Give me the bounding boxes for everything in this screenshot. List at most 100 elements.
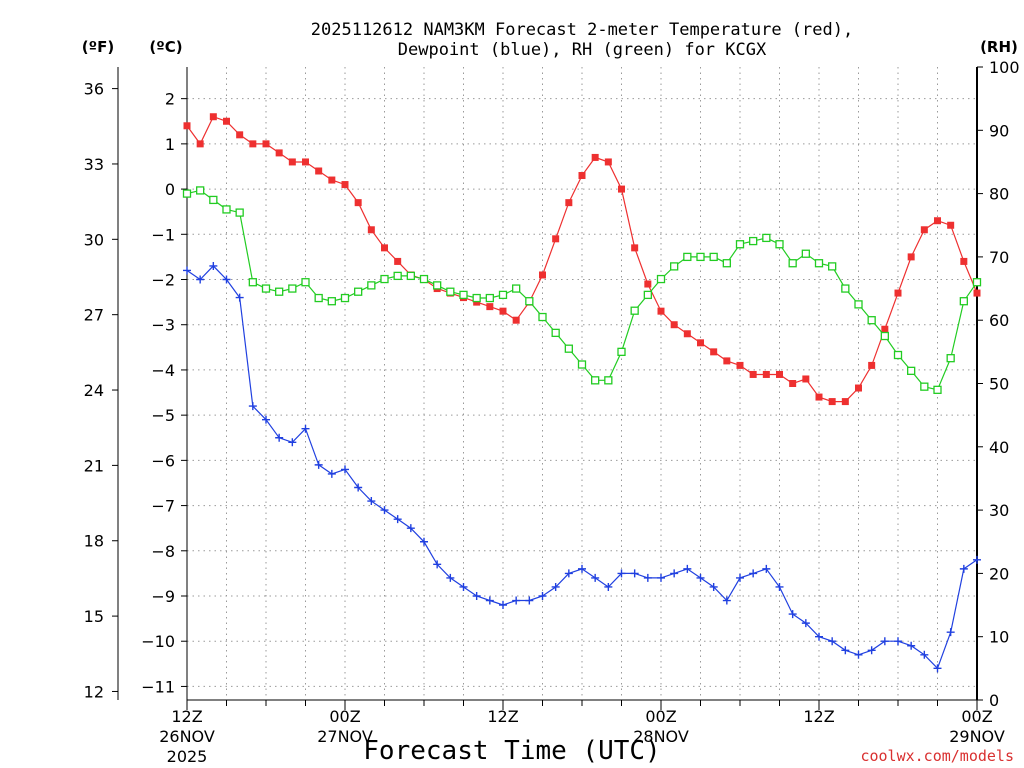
point-rh [591, 376, 600, 385]
celsius-tick-label: 0 [165, 180, 175, 199]
point-2-meter-temperature [828, 398, 836, 406]
point-2-meter-temperature [302, 158, 309, 166]
point-dewpoint [564, 569, 573, 578]
point-2-meter-temperature [631, 244, 639, 252]
point-rh [209, 195, 218, 205]
rh-tick-label: 70 [989, 248, 1009, 267]
point-2-meter-temperature [736, 361, 744, 369]
point-rh [275, 287, 284, 296]
point-2-meter-temperature [947, 221, 955, 229]
point-dewpoint [459, 582, 468, 591]
point-dewpoint [933, 664, 942, 673]
rh-tick-label: 50 [989, 375, 1009, 394]
point-dewpoint [657, 573, 665, 582]
point-2-meter-temperature [499, 307, 507, 315]
x-tick-label: 00Z [961, 707, 992, 726]
point-rh [551, 328, 560, 338]
point-2-meter-temperature [486, 303, 494, 311]
chart-title-line-2: Dewpoint (blue), RH (green) for KCGX [398, 40, 767, 60]
point-rh [301, 278, 310, 287]
point-rh [446, 287, 455, 296]
x-tick-label: 12Z [171, 707, 202, 726]
point-rh [367, 281, 376, 290]
point-dewpoint [973, 555, 981, 564]
point-2-meter-temperature [394, 257, 402, 265]
point-2-meter-temperature [881, 325, 889, 333]
point-dewpoint [788, 610, 797, 619]
fahrenheit-tick-label: 27 [84, 306, 104, 325]
point-rh [762, 233, 771, 243]
series-dewpoint [183, 261, 981, 673]
point-2-meter-temperature [367, 226, 375, 234]
celsius-tick-label: −1 [151, 225, 175, 244]
point-rh [630, 306, 639, 315]
celsius-tick-label: 1 [165, 135, 175, 154]
rh-tick-label: 100 [989, 58, 1020, 77]
point-dewpoint [709, 582, 718, 591]
point-dewpoint [262, 415, 270, 424]
celsius-tick-label: −11 [141, 677, 175, 696]
point-dewpoint [354, 483, 363, 492]
celsius-tick-label: −2 [151, 271, 175, 290]
point-2-meter-temperature [591, 153, 599, 161]
point-rh [801, 249, 810, 258]
point-dewpoint [183, 266, 191, 275]
point-2-meter-temperature [604, 158, 612, 166]
point-2-meter-temperature [973, 289, 981, 297]
point-2-meter-temperature [697, 339, 704, 347]
point-dewpoint [420, 537, 428, 546]
point-dewpoint [722, 596, 731, 605]
point-rh [288, 284, 297, 293]
point-2-meter-temperature [288, 158, 296, 166]
point-2-meter-temperature [249, 140, 257, 148]
point-rh [867, 316, 876, 325]
point-dewpoint [314, 460, 323, 469]
rh-tick-label: 20 [989, 564, 1009, 583]
point-rh [933, 385, 942, 394]
rh-tick-label: 90 [989, 121, 1009, 140]
point-2-meter-temperature [539, 271, 546, 279]
fahrenheit-tick-label: 24 [84, 381, 104, 400]
point-dewpoint [512, 596, 521, 605]
point-dewpoint [880, 637, 889, 646]
celsius-tick-label: −10 [141, 632, 175, 651]
point-dewpoint [525, 596, 534, 605]
point-2-meter-temperature [512, 316, 520, 324]
point-dewpoint [894, 637, 902, 646]
point-2-meter-temperature [565, 199, 573, 207]
point-dewpoint [222, 275, 231, 284]
x-tick-label: 2025 [167, 747, 208, 766]
point-2-meter-temperature [657, 307, 665, 315]
point-rh [340, 293, 350, 303]
point-dewpoint [775, 582, 784, 591]
point-dewpoint [946, 628, 955, 637]
point-2-meter-temperature [341, 181, 349, 189]
point-2-meter-temperature [683, 330, 691, 338]
point-rh [498, 290, 508, 300]
point-2-meter-temperature [315, 167, 323, 175]
celsius-tick-label: −3 [151, 316, 175, 335]
fahrenheit-tick-label: 21 [84, 456, 104, 475]
point-dewpoint [301, 424, 310, 433]
point-dewpoint [643, 573, 652, 582]
rh-tick-label: 10 [989, 628, 1009, 647]
point-2-meter-temperature [749, 370, 757, 378]
point-rh [222, 205, 231, 214]
x-tick-label: 27NOV [317, 727, 373, 746]
point-dewpoint [446, 573, 455, 582]
point-rh [841, 284, 850, 293]
point-rh [406, 271, 415, 281]
point-rh [617, 347, 626, 357]
point-2-meter-temperature [552, 235, 560, 243]
x-tick-label: 00Z [329, 707, 360, 726]
rh-tick-label: 30 [989, 501, 1009, 520]
point-rh [472, 293, 481, 303]
point-rh [656, 274, 666, 284]
point-rh [577, 360, 587, 369]
point-2-meter-temperature [815, 393, 823, 401]
point-dewpoint [841, 646, 850, 655]
point-rh [512, 284, 521, 293]
point-dewpoint [696, 573, 705, 582]
point-dewpoint [630, 569, 639, 578]
x-tick-label: 26NOV [159, 727, 215, 746]
